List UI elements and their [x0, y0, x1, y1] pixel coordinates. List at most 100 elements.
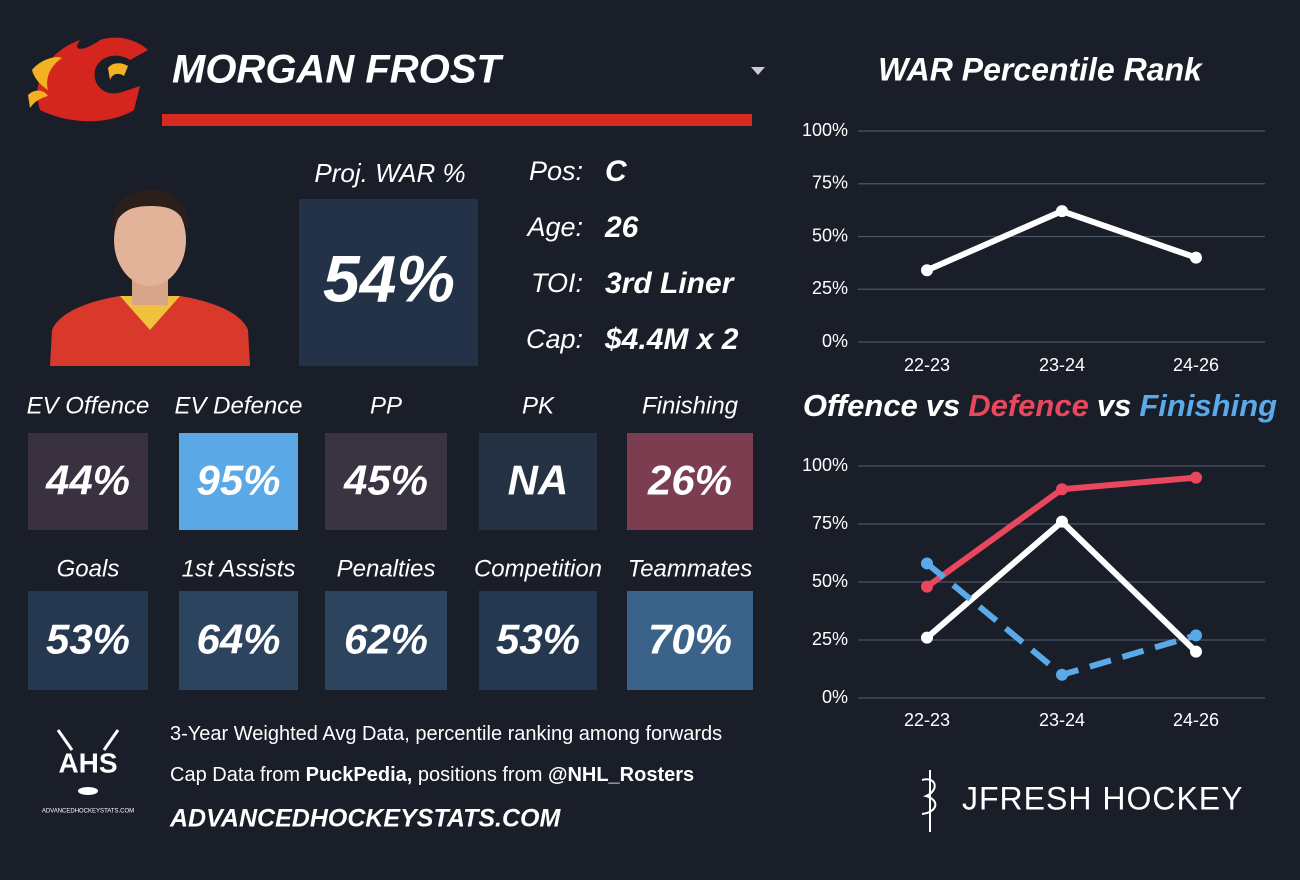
tile-value: 53%	[496, 616, 580, 663]
tile-value: NA	[508, 457, 569, 504]
tile-box	[627, 591, 753, 690]
tile-label: EV Offence	[27, 392, 150, 419]
footer-site: ADVANCEDHOCKEYSTATS.COM	[169, 805, 561, 833]
tile-box	[28, 591, 148, 690]
tile-value: 70%	[648, 616, 732, 663]
tile-value: 26%	[647, 457, 732, 504]
bio-label: Pos:	[529, 156, 583, 186]
chart-title-series: Offence	[803, 388, 918, 423]
footer-note-part: Cap Data from	[170, 764, 306, 786]
y-tick-label: 100%	[802, 455, 848, 475]
proj-war-value: 54%	[323, 241, 455, 315]
bio: Pos: C Age: 26 TOI: 3rd Liner Cap: $4.4M x 2	[525, 155, 738, 356]
tile-label: Finishing	[642, 392, 739, 419]
x-tick-label: 23-24	[1039, 355, 1085, 375]
tile-box	[325, 433, 447, 530]
x-tick-label: 24-26	[1173, 355, 1219, 375]
series-point	[1190, 645, 1202, 658]
series-point	[1056, 668, 1068, 681]
proj-war-box	[299, 199, 478, 366]
tile-box	[325, 591, 447, 690]
y-tick-label: 50%	[812, 571, 848, 591]
chart-title-series: Finishing	[1139, 388, 1277, 423]
tile-value: 45%	[343, 457, 428, 504]
team-logo	[28, 37, 148, 122]
ahs-logo-text: AHS	[58, 747, 117, 778]
ahs-logo-site: ADVANCEDHOCKEYSTATS.COM	[42, 809, 134, 815]
series-point	[921, 264, 933, 277]
x-tick-label: 22-23	[904, 355, 950, 375]
y-tick-label: 100%	[802, 120, 848, 140]
y-tick-label: 50%	[812, 225, 848, 245]
series-point	[1056, 205, 1068, 218]
footer-note-strong: @NHL_Rosters	[548, 764, 694, 786]
tile-value: 95%	[196, 457, 280, 504]
dropdown-arrow[interactable]	[751, 67, 765, 75]
y-tick-label: 75%	[812, 173, 848, 193]
x-tick-label: 22-23	[904, 710, 950, 730]
bio-value: 26	[604, 211, 639, 244]
tile-label: PP	[370, 392, 402, 419]
tile-value: 53%	[46, 616, 130, 663]
player-photo	[50, 190, 250, 366]
tile-label: EV Defence	[174, 392, 302, 419]
series-point	[921, 631, 933, 644]
series-point	[1190, 629, 1202, 642]
ahs-logo: AHS ADVANCEDHOCKEYSTATS.COM	[42, 729, 134, 815]
footer-notes: 3-Year Weighted Avg Data, percentile ran…	[170, 723, 722, 786]
bio-label: Cap:	[526, 324, 583, 354]
player-name: MORGAN FROST	[172, 48, 504, 92]
series-point	[1056, 483, 1068, 496]
tile-label: Teammates	[628, 555, 753, 582]
bio-label: Age:	[525, 212, 583, 242]
y-tick-label: 75%	[812, 513, 848, 533]
chart-title: WAR Percentile Rank	[878, 51, 1204, 87]
footer-note-part: positions from	[412, 764, 548, 786]
x-tick-label: 23-24	[1039, 710, 1085, 730]
bio-value: C	[605, 155, 628, 188]
brand-text: JFRESH HOCKEY	[962, 780, 1243, 816]
brand-logo: JFRESH HOCKEY	[921, 770, 1243, 832]
proj-war-label: Proj. WAR %	[314, 158, 465, 188]
series-point	[1190, 471, 1202, 484]
bio-value: $4.4M x 2	[604, 323, 739, 356]
footer-note-strong: PuckPedia,	[306, 764, 413, 786]
name-underline	[162, 114, 752, 126]
tile-label: Goals	[57, 555, 120, 582]
y-tick-label: 25%	[812, 278, 848, 298]
tile-value: 62%	[344, 616, 428, 663]
series-point	[1190, 251, 1202, 264]
bio-value: 3rd Liner	[605, 267, 736, 300]
tile-value: 44%	[45, 457, 130, 504]
chart-title: Offence vs Defence vs Finishing	[803, 388, 1277, 423]
charts: WAR Percentile Rank 0% 25% 50% 75% 100% 22-23 2…	[802, 51, 1277, 729]
tile-box	[479, 433, 597, 530]
tile-box	[28, 433, 148, 530]
bio-label: TOI:	[531, 268, 583, 298]
tile-box	[179, 591, 298, 690]
y-tick-label: 25%	[812, 629, 848, 649]
chart-title-series: Defence	[968, 388, 1089, 423]
series-point	[1056, 515, 1068, 528]
tile-box	[479, 591, 597, 690]
stat-tiles: EV Offence 44% EV Defence 95% PP 45% PK NA Finis…	[27, 392, 753, 690]
chart-title-separator: vs	[926, 388, 960, 423]
tile-label: Competition	[474, 555, 602, 582]
series-point	[921, 557, 933, 570]
tile-label: PK	[522, 392, 555, 419]
y-tick-label: 0%	[822, 331, 848, 351]
tile-box	[627, 433, 753, 530]
footer-note-part: 3-Year Weighted Avg Data, percentile ran…	[170, 723, 722, 745]
y-tick-label: 0%	[822, 687, 848, 707]
footer-note: 3-Year Weighted Avg Data, percentile ran…	[170, 723, 722, 745]
chart-title-separator: vs	[1097, 388, 1131, 423]
tile-box	[179, 433, 298, 530]
x-tick-label: 24-26	[1173, 710, 1219, 730]
tile-label: Penalties	[337, 555, 436, 582]
footer-note: Cap Data from PuckPedia, positions from …	[170, 764, 694, 786]
tile-label: 1st Assists	[182, 555, 296, 582]
tile-value: 64%	[196, 616, 280, 663]
series-point	[921, 580, 933, 593]
